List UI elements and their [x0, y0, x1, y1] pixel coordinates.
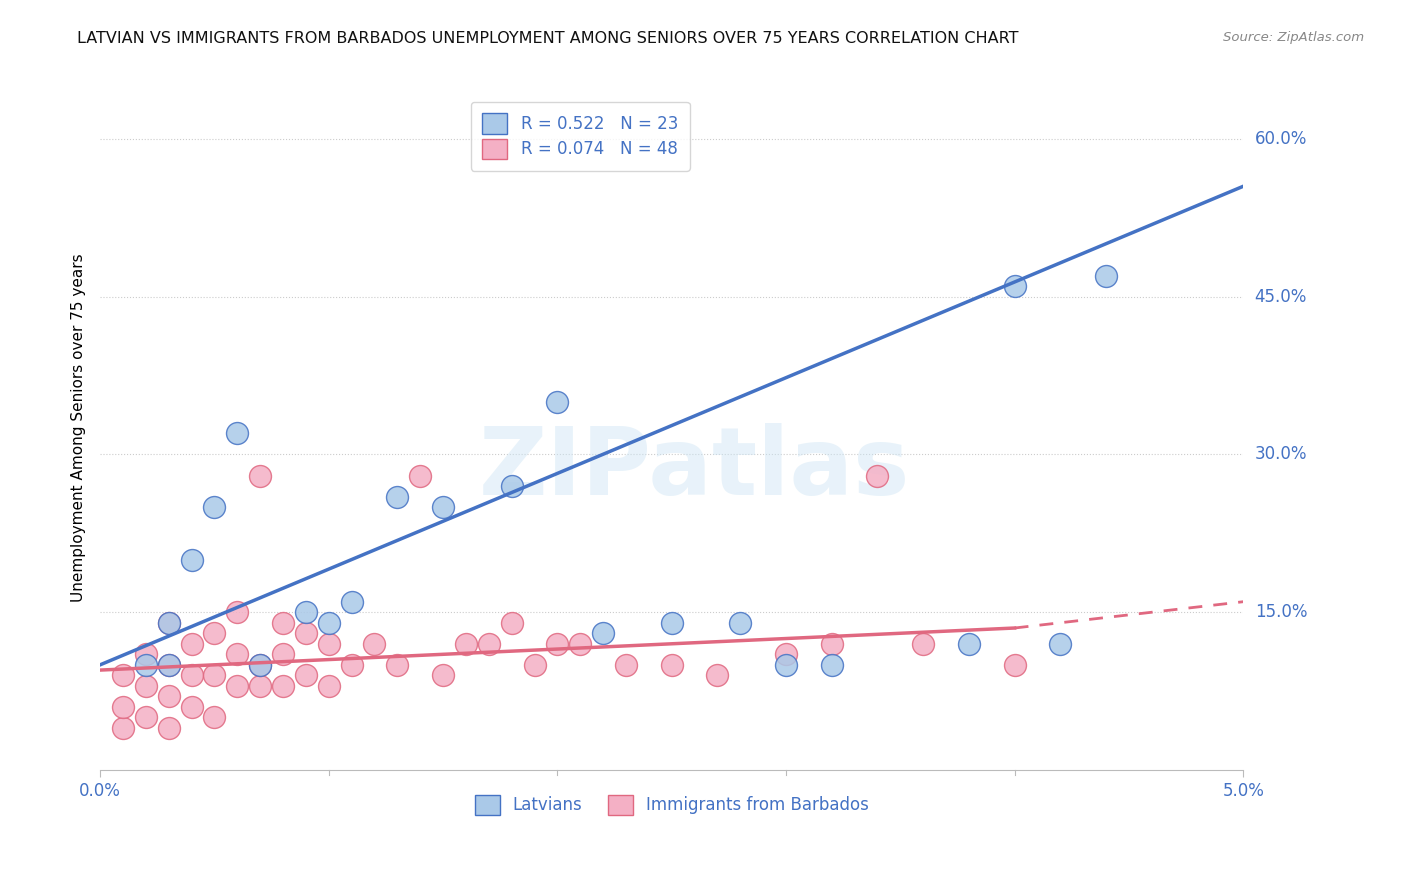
Point: [180, 637, 202, 651]
Y-axis label: Unemployment Among Seniors over 75 years: Unemployment Among Seniors over 75 years: [72, 254, 86, 602]
Point: [569, 637, 592, 651]
Point: [249, 679, 271, 693]
Text: 60.0%: 60.0%: [1254, 130, 1308, 148]
Point: [1049, 637, 1071, 651]
Point: [912, 637, 935, 651]
Point: [432, 668, 454, 682]
Text: 15.0%: 15.0%: [1254, 603, 1308, 621]
Point: [546, 395, 568, 409]
Point: [111, 668, 134, 682]
Point: [318, 679, 340, 693]
Point: [523, 657, 546, 672]
Point: [318, 615, 340, 630]
Point: [1004, 657, 1026, 672]
Text: ZIPatlas: ZIPatlas: [479, 423, 910, 516]
Point: [180, 552, 202, 566]
Point: [775, 657, 797, 672]
Point: [501, 479, 523, 493]
Point: [226, 426, 249, 441]
Text: 30.0%: 30.0%: [1254, 445, 1308, 464]
Point: [454, 637, 477, 651]
Point: [866, 468, 889, 483]
Point: [730, 615, 752, 630]
Point: [180, 699, 202, 714]
Point: [363, 637, 385, 651]
Point: [546, 637, 568, 651]
Point: [295, 668, 318, 682]
Text: Source: ZipAtlas.com: Source: ZipAtlas.com: [1223, 31, 1364, 45]
Point: [387, 490, 409, 504]
Point: [661, 615, 683, 630]
Point: [249, 468, 271, 483]
Point: [249, 657, 271, 672]
Point: [821, 657, 844, 672]
Point: [226, 605, 249, 619]
Text: 45.0%: 45.0%: [1254, 288, 1308, 306]
Point: [249, 657, 271, 672]
Point: [226, 648, 249, 662]
Point: [1004, 279, 1026, 293]
Point: [501, 615, 523, 630]
Point: [706, 668, 728, 682]
Point: [271, 679, 294, 693]
Point: [432, 500, 454, 514]
Point: [157, 721, 180, 735]
Legend: Latvians, Immigrants from Barbados: Latvians, Immigrants from Barbados: [467, 786, 877, 823]
Point: [157, 615, 180, 630]
Point: [111, 721, 134, 735]
Point: [204, 668, 226, 682]
Point: [135, 710, 157, 724]
Point: [271, 648, 294, 662]
Point: [157, 657, 180, 672]
Point: [295, 626, 318, 640]
Point: [661, 657, 683, 672]
Point: [180, 668, 202, 682]
Point: [157, 615, 180, 630]
Point: [957, 637, 980, 651]
Point: [135, 679, 157, 693]
Point: [409, 468, 432, 483]
Point: [1095, 268, 1118, 283]
Point: [478, 637, 501, 651]
Point: [340, 657, 363, 672]
Point: [614, 657, 637, 672]
Point: [204, 710, 226, 724]
Point: [157, 690, 180, 704]
Point: [204, 626, 226, 640]
Point: [775, 648, 797, 662]
Point: [295, 605, 318, 619]
Point: [387, 657, 409, 672]
Point: [157, 657, 180, 672]
Point: [592, 626, 614, 640]
Text: LATVIAN VS IMMIGRANTS FROM BARBADOS UNEMPLOYMENT AMONG SENIORS OVER 75 YEARS COR: LATVIAN VS IMMIGRANTS FROM BARBADOS UNEM…: [77, 31, 1019, 46]
Point: [135, 648, 157, 662]
Point: [318, 637, 340, 651]
Point: [226, 679, 249, 693]
Point: [821, 637, 844, 651]
Point: [204, 500, 226, 514]
Point: [135, 657, 157, 672]
Point: [111, 699, 134, 714]
Point: [340, 595, 363, 609]
Point: [271, 615, 294, 630]
